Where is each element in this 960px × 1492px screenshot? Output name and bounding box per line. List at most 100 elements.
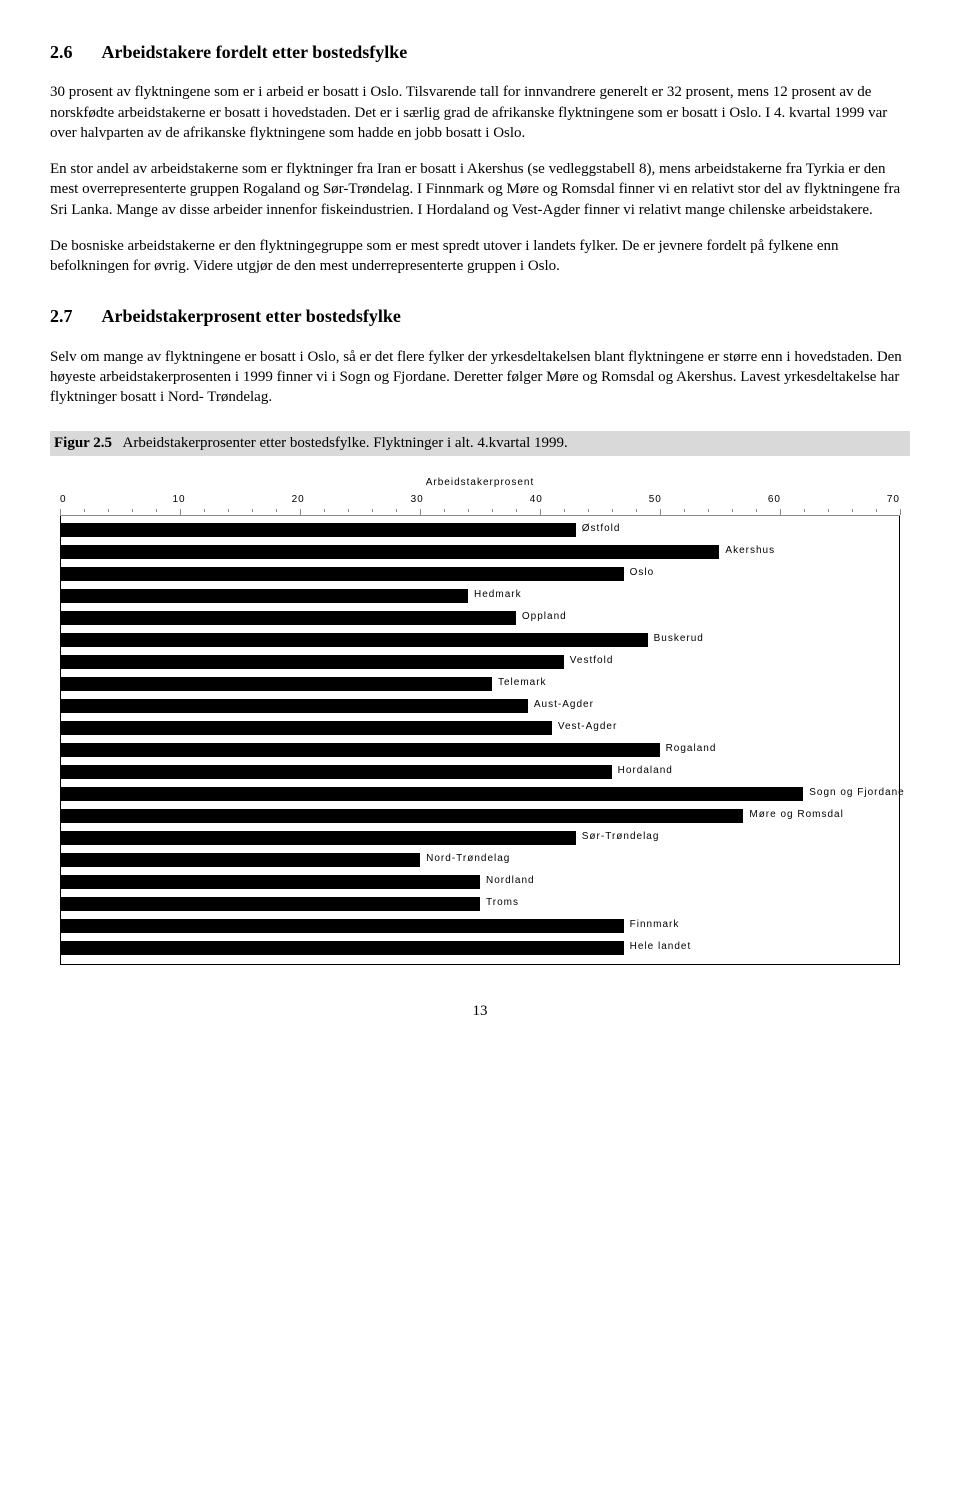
x-tick bbox=[828, 509, 829, 512]
bar-label: Hedmark bbox=[474, 588, 522, 602]
x-tick bbox=[588, 509, 589, 512]
bar bbox=[61, 765, 612, 779]
x-tick-label: 10 bbox=[173, 493, 186, 507]
bar-row: Nord-Trøndelag bbox=[61, 850, 899, 872]
x-tick bbox=[852, 509, 853, 512]
bar-row: Vest-Agder bbox=[61, 718, 899, 740]
x-tick-label: 30 bbox=[411, 493, 424, 507]
x-tick bbox=[324, 509, 325, 512]
bar-label: Oslo bbox=[630, 566, 655, 580]
x-tick bbox=[420, 509, 421, 515]
bar-row: Nordland bbox=[61, 872, 899, 894]
x-tick bbox=[180, 509, 181, 515]
x-tick-label: 60 bbox=[768, 493, 781, 507]
x-tick bbox=[756, 509, 757, 512]
x-tick bbox=[804, 509, 805, 512]
body-paragraph: De bosniske arbeidstakerne er den flyktn… bbox=[50, 236, 910, 277]
bar-label: Hordaland bbox=[618, 764, 673, 778]
section-2-7-heading: 2.7 Arbeidstakerprosent etter bostedsfyl… bbox=[50, 304, 910, 328]
bar-label: Sogn og Fjordane bbox=[809, 786, 905, 800]
figure-caption: Arbeidstakerprosenter etter bostedsfylke… bbox=[123, 435, 568, 451]
bar bbox=[61, 897, 480, 911]
body-paragraph: En stor andel av arbeidstakerne som er f… bbox=[50, 159, 910, 220]
x-tick bbox=[660, 509, 661, 515]
x-tick-label: 70 bbox=[887, 493, 900, 507]
bar-label: Møre og Romsdal bbox=[749, 808, 843, 822]
bar-row: Akershus bbox=[61, 542, 899, 564]
x-tick bbox=[60, 509, 61, 515]
x-tick-label: 50 bbox=[649, 493, 662, 507]
x-tick bbox=[132, 509, 133, 512]
x-tick bbox=[204, 509, 205, 512]
body-paragraph: 30 prosent av flyktningene som er i arbe… bbox=[50, 82, 910, 143]
x-tick bbox=[228, 509, 229, 512]
bar bbox=[61, 589, 468, 603]
bar-row: Sogn og Fjordane bbox=[61, 784, 899, 806]
bar-label: Østfold bbox=[582, 522, 621, 536]
bar-label: Telemark bbox=[498, 676, 547, 690]
bar-label: Troms bbox=[486, 896, 519, 910]
bar-row: Buskerud bbox=[61, 630, 899, 652]
bar-row: Vestfold bbox=[61, 652, 899, 674]
bar-label: Akershus bbox=[725, 544, 775, 558]
page-number: 13 bbox=[50, 1001, 910, 1021]
bar-label: Oppland bbox=[522, 610, 567, 624]
bar-chart: Arbeidstakerprosent 010203040506070 Østf… bbox=[60, 476, 900, 965]
x-tick bbox=[156, 509, 157, 512]
x-tick bbox=[732, 509, 733, 512]
x-tick bbox=[348, 509, 349, 512]
bar bbox=[61, 853, 420, 867]
bar-row: Hele landet bbox=[61, 938, 899, 960]
bar-row: Telemark bbox=[61, 674, 899, 696]
bar bbox=[61, 611, 516, 625]
bar bbox=[61, 655, 564, 669]
x-tick-label: 20 bbox=[292, 493, 305, 507]
bar bbox=[61, 875, 480, 889]
bar bbox=[61, 941, 624, 955]
x-tick bbox=[612, 509, 613, 512]
bar bbox=[61, 633, 648, 647]
bar bbox=[61, 523, 576, 537]
bars-container: Østfold Akershus Oslo HedmarkOppland Buskeru… bbox=[60, 516, 900, 965]
bar bbox=[61, 677, 492, 691]
bar-row: Hordaland bbox=[61, 762, 899, 784]
x-tick bbox=[444, 509, 445, 512]
bar-label: Vest-Agder bbox=[558, 720, 617, 734]
x-tick bbox=[84, 509, 85, 512]
x-tick bbox=[876, 509, 877, 512]
bar-row: Aust-Agder bbox=[61, 696, 899, 718]
bar-label: Vestfold bbox=[570, 654, 614, 668]
bar-row: Østfold bbox=[61, 520, 899, 542]
bar-row: Hedmark bbox=[61, 586, 899, 608]
bar bbox=[61, 787, 803, 801]
bar-label: Finnmark bbox=[630, 918, 680, 932]
bar bbox=[61, 567, 624, 581]
x-tick bbox=[684, 509, 685, 512]
bar-row: Oslo bbox=[61, 564, 899, 586]
section-2-6-heading: 2.6 Arbeidstakere fordelt etter bostedsf… bbox=[50, 40, 910, 64]
bar-label: Sør-Trøndelag bbox=[582, 830, 660, 844]
x-axis-labels: 0 10 20 30 40 50 60 70 bbox=[60, 493, 900, 507]
bar-row: Troms bbox=[61, 894, 899, 916]
bar-label: Rogaland bbox=[666, 742, 717, 756]
x-axis-ticks bbox=[60, 509, 900, 516]
x-tick-label: 0 bbox=[60, 493, 67, 507]
bar-label: Nord-Trøndelag bbox=[426, 852, 510, 866]
bar-label: Buskerud bbox=[654, 632, 704, 646]
x-tick bbox=[492, 509, 493, 512]
bar-row: Finnmark bbox=[61, 916, 899, 938]
bar-row: Sør-Trøndelag bbox=[61, 828, 899, 850]
bar-label: Hele landet bbox=[630, 940, 692, 954]
bar bbox=[61, 919, 624, 933]
figure-caption-bar: Figur 2.5 Arbeidstakerprosenter etter bo… bbox=[50, 431, 910, 455]
body-paragraph: Selv om mange av flyktningene er bosatt … bbox=[50, 347, 910, 408]
x-tick bbox=[900, 509, 901, 515]
bar-row: Oppland bbox=[61, 608, 899, 630]
x-tick bbox=[468, 509, 469, 512]
x-tick-label: 40 bbox=[530, 493, 543, 507]
x-tick bbox=[564, 509, 565, 512]
x-tick bbox=[276, 509, 277, 512]
bar bbox=[61, 699, 528, 713]
figure-prefix: Figur 2.5 bbox=[54, 435, 112, 451]
bar bbox=[61, 809, 743, 823]
